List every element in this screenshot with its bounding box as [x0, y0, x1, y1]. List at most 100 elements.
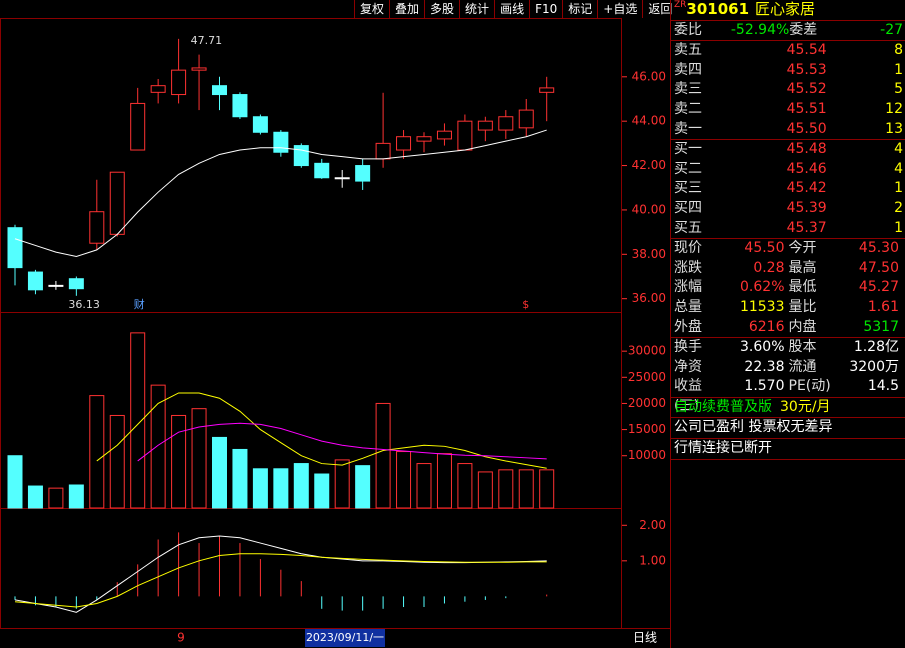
price-panel — [0, 18, 622, 313]
stat-label: 量比 — [788, 298, 817, 315]
stat-value: 1.570 — [744, 378, 785, 395]
toolbar-button[interactable]: F10 — [529, 0, 562, 18]
order-label: 卖三 — [674, 81, 702, 98]
volume-ma-line — [137, 422, 547, 462]
volume-bar — [232, 448, 248, 509]
candle-body — [477, 120, 493, 131]
order-volume: 4 — [894, 160, 903, 177]
order-row: 卖五 45.54 8 — [671, 41, 905, 61]
stat-label: 总量 — [674, 298, 702, 315]
order-row: 卖四 45.53 1 — [671, 61, 905, 81]
stats-row: 总量 11533 量比 1.61 — [671, 298, 905, 318]
volume-bar — [498, 469, 514, 509]
candle-body — [375, 142, 391, 160]
order-price: 45.39 — [786, 199, 827, 216]
volume-bar — [273, 468, 289, 509]
y-tick-label: 25000 — [628, 370, 666, 384]
stats-row: 涨跌 0.28 最高 47.50 — [671, 259, 905, 279]
order-label: 卖四 — [674, 61, 702, 78]
stats-row: 现价 45.50 今开 45.30 — [671, 239, 905, 259]
promo-price[interactable]: 30元/月 — [780, 398, 831, 415]
toolbar-button[interactable]: 叠加 — [389, 0, 424, 18]
volume-bar — [314, 473, 330, 509]
order-label: 卖五 — [674, 42, 702, 59]
stat-label: 最高 — [788, 259, 817, 276]
order-volume: 1 — [894, 219, 903, 236]
y-tick-label: 30000 — [628, 344, 666, 358]
stat-label: 涨跌 — [674, 259, 702, 276]
toolbar-button[interactable]: 复权 — [354, 0, 389, 18]
order-price: 45.54 — [786, 42, 827, 59]
toolbar-button[interactable]: 多股 — [424, 0, 459, 18]
toolbar-button[interactable]: 返回 — [642, 0, 677, 18]
y-tick-label: 15000 — [628, 422, 666, 436]
stats-row: 涨幅 0.62% 最低 45.27 — [671, 278, 905, 298]
volume-bar — [130, 332, 146, 509]
volume-bar — [7, 455, 23, 509]
stat-label: 今开 — [788, 240, 817, 257]
candle-body — [130, 102, 146, 151]
period[interactable]: 日线 — [633, 631, 657, 645]
order-price: 45.50 — [786, 120, 827, 137]
volume-bar — [212, 436, 227, 509]
order-label: 买五 — [674, 219, 702, 236]
stats-row: 外盘 6216 内盘 5317 — [671, 318, 905, 339]
y-tick-label: 46.00 — [632, 69, 666, 83]
toolbar-button[interactable]: +自选 — [597, 0, 642, 18]
candle-body — [539, 87, 555, 93]
volume-bar — [171, 414, 187, 509]
order-volume: 5 — [894, 81, 903, 98]
stats-row: 换手 3.60% 股本 1.28亿 — [671, 338, 905, 358]
candle-body — [334, 177, 350, 180]
stat-value: 14.5 — [867, 378, 899, 395]
y-tick-label: 38.00 — [632, 247, 666, 261]
indicator-line — [14, 553, 547, 608]
stock-name: 匠心家居 — [755, 0, 816, 18]
y-tick-label: 20000 — [628, 396, 666, 410]
order-row: 买三 45.42 1 — [671, 179, 905, 199]
volume-bar — [109, 414, 125, 509]
stat-label: PE(动) — [788, 378, 831, 395]
candle-body — [314, 162, 330, 179]
stat-label: 换手 — [674, 339, 702, 356]
toolbar-button[interactable]: 画线 — [494, 0, 529, 18]
order-row: 买四 45.39 2 — [671, 199, 905, 219]
y-tick-label: 40.00 — [632, 202, 666, 216]
order-price: 45.48 — [786, 141, 827, 158]
stat-value: 0.28 — [753, 259, 785, 276]
stat-value: 3200万 — [849, 358, 899, 375]
stat-label: 外盘 — [674, 318, 702, 335]
order-row: 买二 45.46 4 — [671, 160, 905, 180]
candle-body — [109, 171, 125, 235]
toolbar-button[interactable]: 标记 — [562, 0, 597, 18]
note: 公司已盈利 投票权无差异 — [671, 418, 905, 440]
low-label: 36.13 — [68, 298, 100, 311]
promo[interactable]: 自动续费普及版 — [674, 398, 772, 415]
y-tick-label: 1.00 — [639, 553, 666, 567]
volume-bar — [68, 484, 84, 509]
order-row: 卖二 45.51 12 — [671, 100, 905, 120]
ratio-label: 委比 — [674, 21, 702, 38]
stats-row: 净资 22.38 流通 3200万 — [671, 358, 905, 378]
toolbar-button[interactable]: 统计 — [459, 0, 494, 18]
candle-body — [518, 109, 534, 129]
y-tick-label: 10000 — [628, 448, 666, 462]
ratio-label: 委差 — [789, 21, 818, 38]
stat-value: 1.28亿 — [853, 339, 899, 356]
order-price: 45.52 — [786, 81, 827, 98]
order-row: 买五 45.37 1 — [671, 219, 905, 239]
volume-bar — [375, 402, 391, 509]
event-marker: $ — [522, 298, 529, 311]
order-label: 卖一 — [674, 120, 702, 137]
event-marker: 财 — [134, 297, 145, 311]
toolbar: 复权 叠加 多股 统计 画线 F10 标记 +自选 返回 — [354, 0, 677, 18]
candle-body — [48, 284, 64, 287]
cursor-date-box — [305, 629, 385, 647]
candle-body — [68, 278, 84, 290]
high-label: 47.71 — [191, 34, 223, 47]
stat-value: 45.50 — [744, 240, 785, 257]
volume-bar — [416, 463, 432, 509]
quote-panel: ZR 301061 匠心家居 委比 -52.94% 委差 -27 卖五 45.54 8 卖四 45.5… — [670, 0, 905, 648]
stat-value: 5317 — [863, 318, 899, 335]
